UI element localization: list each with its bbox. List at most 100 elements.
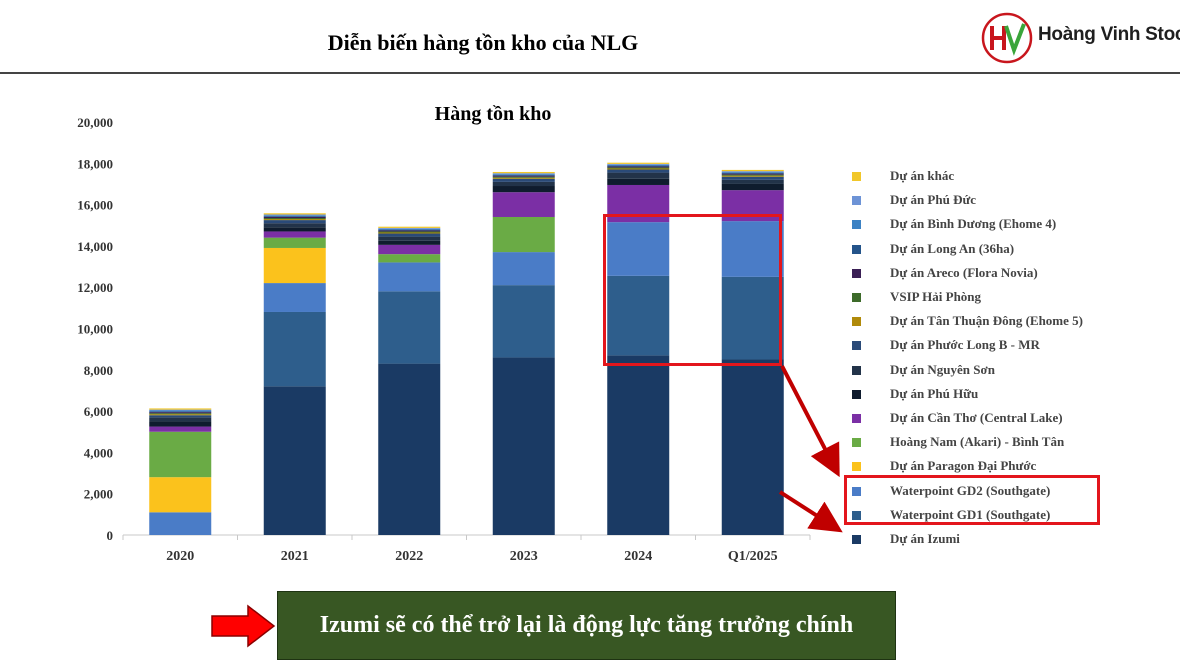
bar-segment [149,411,212,413]
bar-segment [492,216,555,253]
legend-label: Dự án Phú Hữu [890,385,979,401]
y-tick-label: 12,000 [77,280,113,295]
bar-segment [149,417,212,422]
legend-swatch [852,268,861,278]
hv-logo-icon [981,12,1033,64]
bar-segment [149,408,212,410]
bar-segment [149,477,212,513]
bar-segment [492,357,555,535]
bar-segment [721,172,784,174]
bar-segment [149,426,212,432]
x-tick-label: 2023 [510,549,538,564]
legend-label: Dự án Izumi [890,531,960,546]
bar-segment [149,412,212,414]
legend-swatch [852,196,861,206]
bar-segment [492,186,555,193]
bar-segment [721,174,784,176]
bar-segment [149,413,212,415]
legend-swatch [852,220,861,230]
bar-segment [149,410,212,412]
bar-segment [607,162,670,164]
bar-segment [378,233,441,237]
bar-segment [263,216,326,219]
legend-label: Dự án Long An (36ha) [890,240,1015,256]
legend-swatch [852,535,861,544]
bar-segment [492,175,555,177]
legend-label: Dự án Cần Thơ (Central Lake) [890,410,1063,425]
bar-segment [263,213,326,215]
legend-swatch [852,486,861,496]
y-tick-label: 0 [107,528,114,543]
x-tick-label: Q1/2025 [728,549,778,564]
bar-segment [378,227,441,229]
callout-box: Izumi sẽ có thể trở lại là động lực tăng… [277,591,896,660]
bar-segment [492,252,555,286]
bar-segment [492,174,555,176]
bar-segment [721,169,784,172]
x-tick-label: 2020 [166,549,194,564]
brand-name: Hoàng Vinh Stock [1038,24,1180,45]
y-tick-label: 16,000 [77,198,113,213]
bar-segment [721,179,784,184]
x-tick-label: 2022 [395,549,423,564]
bar-segment [492,285,555,358]
legend-label: Hoàng Nam (Akari) - Bình Tân [890,434,1065,450]
legend-swatch [852,365,861,375]
bar-segment [378,291,441,364]
chart-title: Hàng tồn kho [435,103,552,125]
bar-segment [721,175,784,177]
bar-segment [607,168,670,170]
legend-swatch [852,244,861,254]
legend-swatch [852,414,861,423]
bar-segment [492,178,555,182]
bar-segment [263,283,326,312]
legend-label: Waterpoint GD1 (Southgate) [890,506,1051,522]
y-tick-label: 6,000 [84,404,113,419]
bar-segment [263,223,326,228]
bar-segment [607,163,670,165]
bar-segment [607,169,670,173]
legend-swatch [852,510,861,520]
bar-segment [378,230,441,232]
header-divider [0,72,1180,74]
bar-segment [149,431,212,478]
bar-segment [263,231,326,238]
bar-segment [263,247,326,284]
bar-segment [378,363,441,535]
bar-segment [378,226,441,228]
bar-segment [492,171,555,174]
legend-label: Dự án khác [890,168,955,183]
bar-segment [378,232,441,234]
legend-label: Dự án Phú Đức [890,192,977,208]
bar-segment [263,214,326,216]
bar-segment [607,167,670,169]
highlight-box-waterpoint-legend [844,475,1100,525]
x-tick-label: 2021 [281,549,309,564]
y-tick-label: 14,000 [77,239,113,254]
legend-label: Dự án Paragon Đại Phước [890,458,1037,474]
bar-segment [378,231,441,233]
y-tick-label: 18,000 [77,156,113,171]
bar-segment [378,262,441,292]
bar-segment [607,355,670,535]
y-tick-label: 10,000 [77,322,113,337]
bar-segment [378,240,441,245]
bar-segment [378,254,441,263]
bar-segment [263,219,326,221]
legend-label: Dự án Bình Dương (Ehome 4) [890,216,1057,232]
bar-segment [378,244,441,255]
bar-segment [721,221,784,277]
bar-segment [607,275,670,356]
bar-segment [263,386,326,535]
bar-segment [721,171,784,172]
legend-swatch [852,172,861,181]
bar-segment [378,228,441,230]
bar-segment [492,192,555,217]
bar-segment [378,229,441,231]
legend-swatch [852,462,861,472]
bar-segment [721,359,784,535]
callout-text: Izumi sẽ có thể trở lại là động lực tăng… [319,612,854,638]
stacked-bar-chart: Hàng tồn kho 0 2,000 4,000 6,000 8,000 10,000 1… [77,103,811,564]
bar-segment [263,215,326,217]
bar-segment [263,237,326,248]
